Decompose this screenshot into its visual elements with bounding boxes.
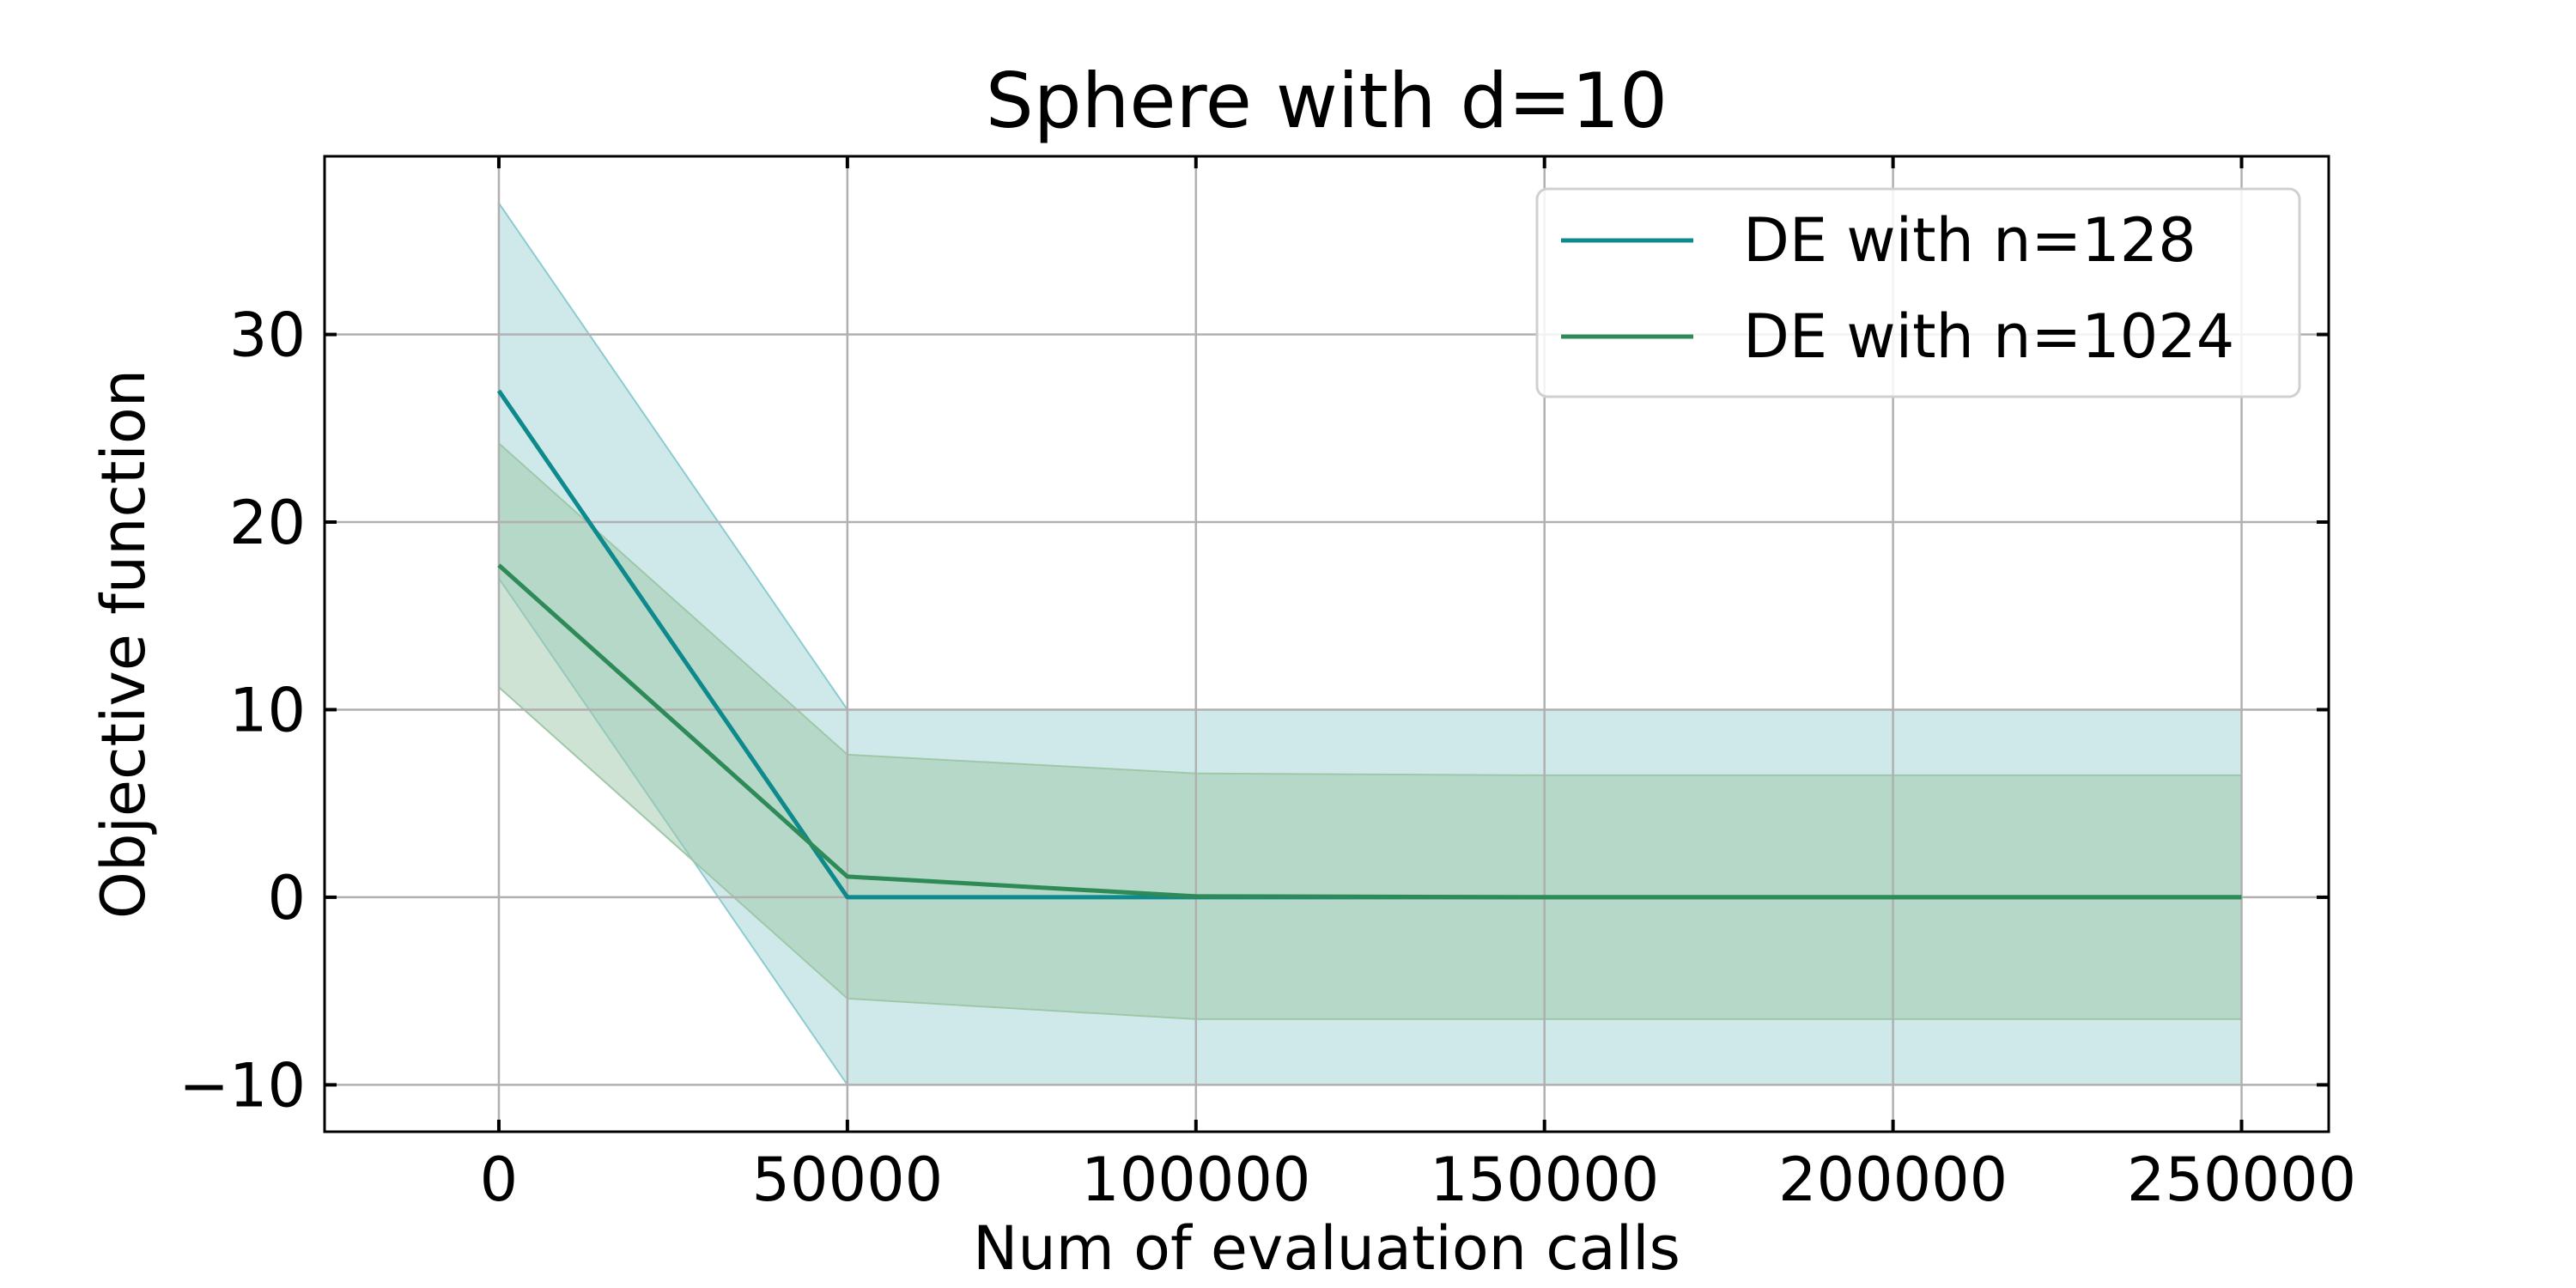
legend-label-de-n128: DE with n=128 <box>1743 205 2196 276</box>
legend: DE with n=128 DE with n=1024 <box>1535 187 2301 398</box>
tick-labels: 0 50000 100000 150000 200000 250000 −10 0 10 20 30 <box>179 301 2356 1215</box>
y-tick-label-1: 0 <box>267 863 306 933</box>
x-tick-label-3: 150000 <box>1430 1145 1659 1215</box>
x-axis-label: Num of evaluation calls <box>973 1213 1680 1284</box>
x-tick-label-1: 50000 <box>752 1145 944 1215</box>
series-lines <box>496 389 2242 900</box>
axis-ticks <box>325 156 2329 1132</box>
chart-title: Sphere with d=10 <box>986 57 1668 145</box>
x-tick-label-0: 0 <box>480 1145 519 1215</box>
y-tick-label-3: 20 <box>229 488 306 558</box>
y-tick-label-0: −10 <box>179 1050 306 1121</box>
series-line-1 <box>497 563 2242 900</box>
legend-box <box>1535 187 2301 398</box>
y-tick-label-2: 10 <box>229 675 306 745</box>
y-axis-label: Objective function <box>88 369 159 919</box>
legend-label-de-n1024: DE with n=1024 <box>1743 301 2234 372</box>
x-tick-label-5: 250000 <box>2127 1145 2356 1215</box>
plot-frame <box>323 155 2330 1133</box>
x-tick-label-4: 200000 <box>1778 1145 2008 1215</box>
x-tick-label-2: 100000 <box>1081 1145 1310 1215</box>
y-tick-label-4: 30 <box>229 301 306 371</box>
